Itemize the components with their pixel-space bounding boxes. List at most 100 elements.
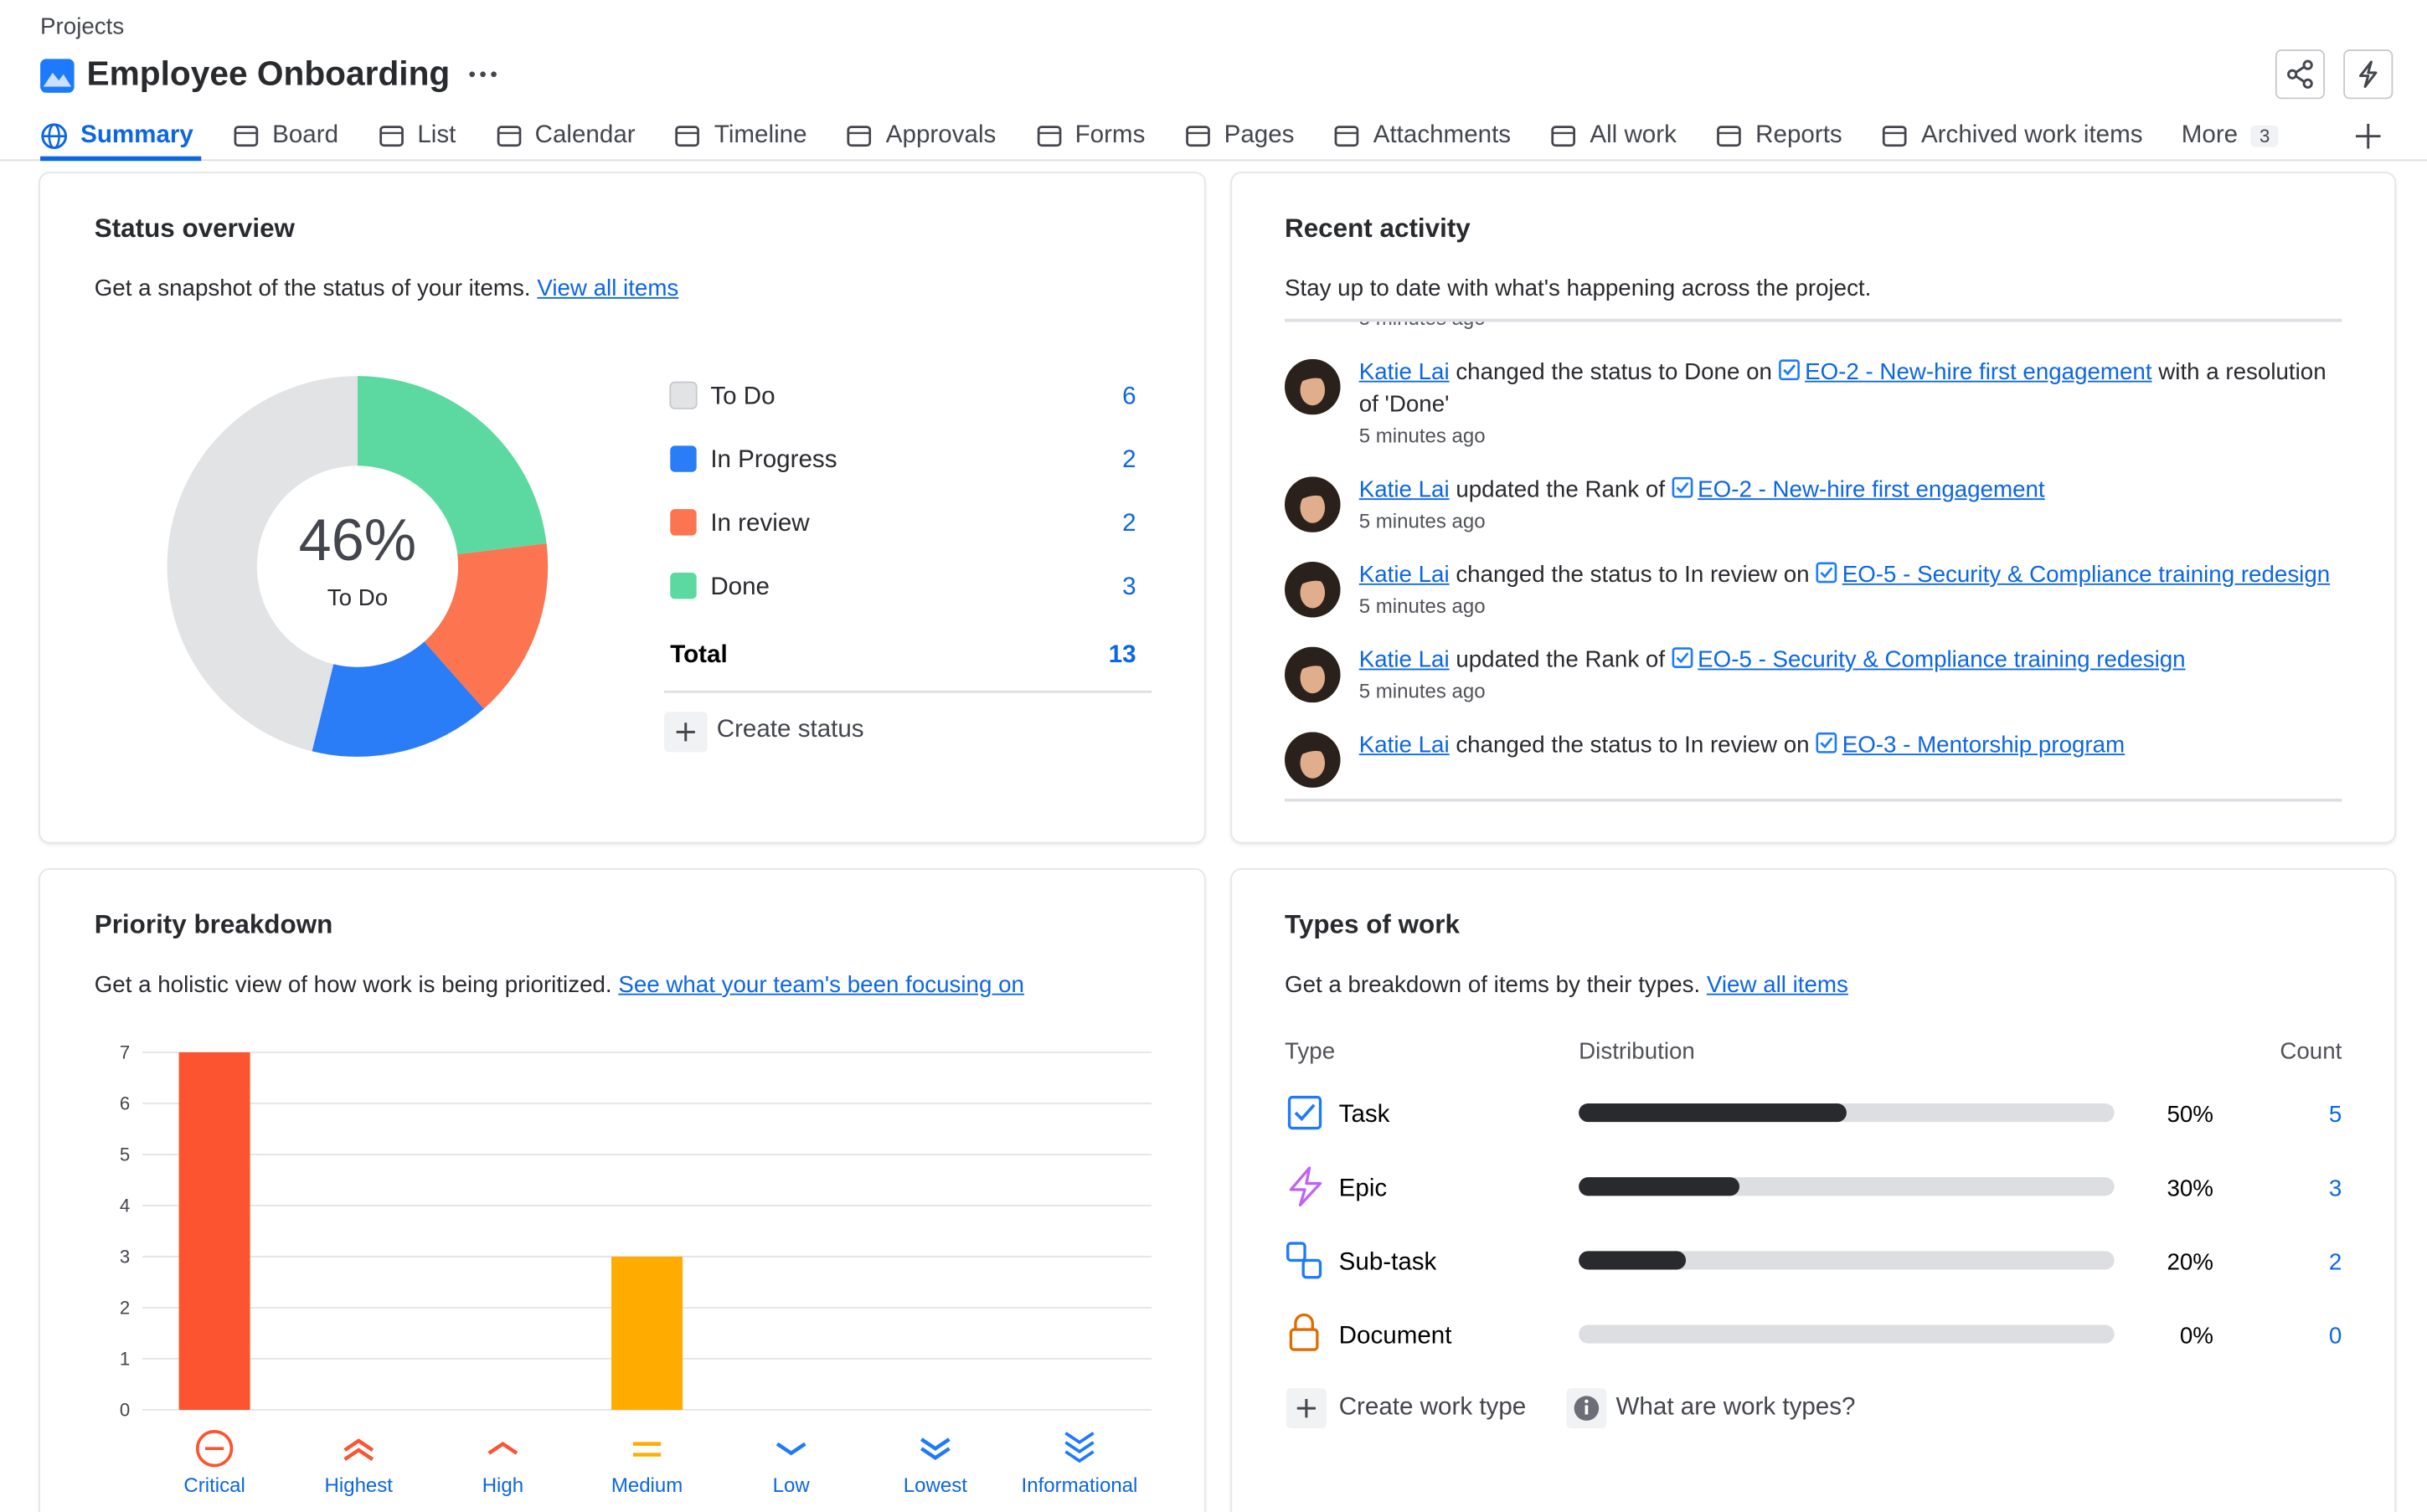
work-item-link[interactable]: EO-2 - New-hire first engagement <box>1779 359 2152 385</box>
priority-icon <box>1064 1432 1095 1463</box>
avatar[interactable] <box>1285 358 1341 415</box>
card-description: Stay up to date with what's happening ac… <box>1285 275 1872 302</box>
legend-label: In review <box>710 509 810 537</box>
automation-button[interactable] <box>2343 49 2394 100</box>
activity-line: Katie Lai updated the Rank of EO-2 - New… <box>1359 474 2045 507</box>
user-link[interactable]: Katie Lai <box>1358 646 1450 674</box>
percent-label: 0% <box>2180 1323 2213 1349</box>
legend-swatch <box>669 381 698 409</box>
avatar[interactable] <box>1285 732 1341 788</box>
tab-icon <box>379 126 404 147</box>
create-status[interactable]: Create status <box>716 716 864 743</box>
type-icon <box>1287 1095 1322 1130</box>
tab-label: Timeline <box>714 122 807 149</box>
type-icon <box>1289 1166 1322 1207</box>
activity-line: Katie Lai updated the Rank of EO-5 - Sec… <box>1359 644 2186 676</box>
avatar[interactable] <box>1285 562 1341 618</box>
info-icon[interactable] <box>1566 1388 1607 1429</box>
timestamp: 5 minutes ago <box>1358 679 1486 703</box>
total-value: 13 <box>1109 640 1136 668</box>
work-item-link[interactable]: EO-2 - New-hire first engagement <box>1672 476 2045 503</box>
tab-label: List <box>417 122 456 149</box>
tab[interactable]: All work <box>1549 117 1677 154</box>
activity-items: 5 minutes ago Katie Lai changed the statu… <box>1285 321 2343 800</box>
tab[interactable]: Forms <box>1035 117 1145 154</box>
project-icon <box>40 59 75 93</box>
priority-icon <box>343 1438 374 1461</box>
tab[interactable]: List <box>377 117 456 154</box>
activity-list: 5 minutes ago Katie Lai changed the statu… <box>1285 321 2343 800</box>
link[interactable]: View all items <box>1706 971 1848 999</box>
tab-icon <box>1185 126 1210 147</box>
action: changed the status to In review on <box>1456 562 1810 589</box>
activity-text: Katie Lai updated the Rank of EO-2 - New… <box>1359 474 2045 537</box>
create-status-icon[interactable] <box>663 712 708 753</box>
add-tab[interactable] <box>2352 121 2383 152</box>
work-item-title[interactable]: EO-2 - New-hire first engagement <box>1805 358 2152 386</box>
tab[interactable]: Timeline <box>674 117 807 154</box>
y-tick-label: 5 <box>120 1144 130 1165</box>
activity-text: 5 minutes ago <box>1359 321 1486 334</box>
link[interactable]: See what your team's been focusing on <box>618 971 1024 999</box>
tab-icon <box>1883 126 1907 147</box>
work-item-title[interactable]: EO-5 - Security & Compliance training re… <box>1698 646 2186 674</box>
create-icon[interactable] <box>1286 1388 1327 1429</box>
tab[interactable]: Reports <box>1715 117 1842 154</box>
work-item-title[interactable]: EO-5 - Security & Compliance training re… <box>1842 562 2331 589</box>
tab[interactable]: Approvals <box>846 117 996 154</box>
user-link[interactable]: Katie Lai <box>1358 732 1450 759</box>
card-description: Get a holistic view of how work is being… <box>95 972 1024 998</box>
column-header: Distribution <box>1579 1038 1695 1065</box>
user-link[interactable]: Katie Lai <box>1358 358 1450 386</box>
description: Get a breakdown of items by their types. <box>1285 971 1701 999</box>
tab-icon <box>496 126 521 147</box>
y-tick-label: 0 <box>120 1399 130 1420</box>
y-tick-label: 4 <box>120 1195 130 1216</box>
user-link[interactable]: Katie Lai <box>1358 562 1450 589</box>
more-actions[interactable] <box>467 68 502 80</box>
bar-track <box>1579 1251 2115 1270</box>
user-link[interactable]: Katie Lai <box>1358 476 1450 503</box>
activity-text: Katie Lai changed the status to Done on … <box>1359 356 2343 452</box>
tab[interactable]: Board <box>232 117 338 154</box>
timestamp: 5 minutes ago <box>1358 509 1486 532</box>
avatar[interactable] <box>1285 646 1341 703</box>
tab[interactable]: More 3 <box>2182 117 2280 154</box>
work-item-title[interactable]: EO-2 - New-hire first engagement <box>1698 476 2045 503</box>
legend-swatch <box>670 572 697 599</box>
x-tick-label: Medium <box>611 1474 683 1497</box>
tab[interactable]: Summary <box>40 117 193 154</box>
work-item-link[interactable]: EO-5 - Security & Compliance training re… <box>1816 562 2330 588</box>
tab[interactable]: Archived work items <box>1881 117 2143 154</box>
tab-icon <box>1717 126 1742 147</box>
percent-label: 50% <box>2167 1101 2213 1127</box>
x-tick-label: High <box>482 1474 523 1497</box>
work-item-link[interactable]: EO-3 - Mentorship program <box>1816 732 2126 759</box>
link[interactable]: View all items <box>537 275 679 302</box>
percent-label: 30% <box>2167 1175 2213 1201</box>
create-work-type[interactable]: Create work type <box>1338 1394 1527 1421</box>
type-name: Sub-task <box>1339 1248 1437 1276</box>
tab[interactable]: Pages <box>1184 117 1294 154</box>
card-title: Status overview <box>94 213 295 244</box>
avatar[interactable] <box>1285 476 1341 532</box>
y-tick-label: 6 <box>120 1093 130 1113</box>
tab-icon <box>234 126 259 147</box>
legend-swatch <box>670 445 697 472</box>
total-label: Total <box>670 640 727 668</box>
tab[interactable]: Calendar <box>495 117 636 154</box>
work-item-title[interactable]: EO-3 - Mentorship program <box>1842 732 2126 759</box>
activity-item: 5 minutes ago <box>1285 321 2343 334</box>
work-types-help[interactable]: What are work types? <box>1615 1394 1856 1421</box>
type-icon <box>1289 1313 1319 1351</box>
percent-label: 20% <box>2167 1249 2213 1275</box>
column-header: Count <box>2280 1038 2342 1065</box>
timestamp: 5 minutes ago <box>1358 594 1486 618</box>
share-button[interactable] <box>2275 49 2325 100</box>
breadcrumb[interactable]: Projects <box>40 13 125 41</box>
legend-label: To Do <box>710 382 775 409</box>
tab[interactable]: Attachments <box>1333 117 1511 154</box>
work-item-link[interactable]: EO-5 - Security & Compliance training re… <box>1672 647 2186 673</box>
divider <box>1285 798 2342 802</box>
